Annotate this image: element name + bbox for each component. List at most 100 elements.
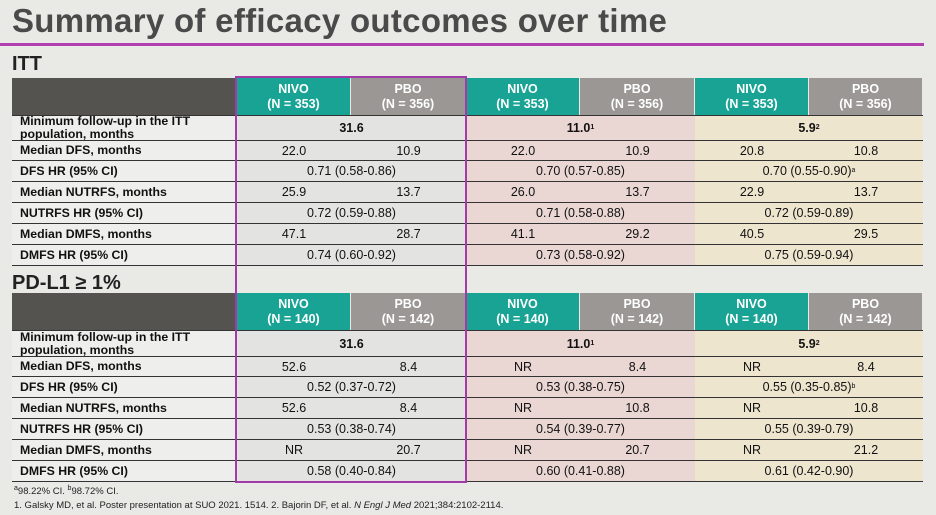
row-label: NUTRFS HR (95% CI) [12,203,237,223]
value-cell: NR [695,398,809,418]
value-cell: NR [466,398,580,418]
merged-value: 31.6 [339,121,364,135]
merged-value: 0.70 (0.57-0.85) [536,164,625,178]
merged-value-cell: 0.61 (0.42-0.90) [695,461,923,481]
row-divider [12,397,923,398]
value-cell: 29.5 [809,224,923,244]
row-label: DFS HR (95% CI) [12,161,237,181]
value-cell: 40.5 [695,224,809,244]
merged-value: 0.72 (0.59-0.89) [764,206,854,220]
merged-value-cell: 0.52 (0.37-0.72) [237,377,466,397]
merged-value-cell: 0.55 (0.35-0.85) b [695,377,923,397]
merged-value-cell: 0.74 (0.60-0.92) [237,245,466,265]
merged-value: 0.71 (0.58-0.88) [536,206,625,220]
header-pbo: PBO (N = 356) [351,78,466,115]
header-nivo: NIVO (N = 353) [466,78,580,115]
merged-value-cell: 0.72 (0.59-0.89) [695,203,923,223]
value-cell: 26.0 [466,182,580,202]
merged-value-cell: 0.71 (0.58-0.86) [237,161,466,181]
merged-value-cell: 0.54 (0.39-0.77) [466,419,695,439]
value-cell: 28.7 [351,224,466,244]
row-divider [12,460,923,461]
row-divider [12,181,923,182]
header-arm: PBO [623,81,651,96]
row-label: NUTRFS HR (95% CI) [12,419,237,439]
merged-value: 5.9 [798,121,816,135]
merged-value-cell: 11.0 1 [466,331,695,356]
title-divider [0,43,924,46]
value-cell: 20.8 [695,141,809,160]
header-n: (N = 142) [839,311,892,326]
row-label: DFS HR (95% CI) [12,377,237,397]
merged-value: 0.53 (0.38-0.75) [536,380,625,394]
header-n: (N = 353) [496,96,549,111]
header-n: (N = 356) [839,96,892,111]
header-arm: PBO [623,296,651,311]
row-divider [12,202,923,203]
merged-value-cell: 31.6 [237,116,466,140]
merged-value: 0.55 (0.35-0.85) [762,380,852,394]
value-cell: 21.2 [809,440,923,460]
section-title: ITT [12,53,42,75]
merged-value: 0.74 (0.60-0.92) [307,248,396,262]
value-cell: 10.9 [580,141,695,160]
value-cell: 52.6 [237,398,351,418]
header-n: (N = 142) [610,311,664,326]
row-label: Median DFS, months [12,141,237,160]
header-arm: PBO [851,81,880,96]
row-divider [12,439,923,440]
merged-value: 0.71 (0.58-0.86) [307,164,396,178]
table-bottom-border [12,481,923,482]
header-arm: PBO [851,296,880,311]
merged-value-cell: 0.70 (0.57-0.85) [466,161,695,181]
merged-value-cell: 0.55 (0.39-0.79) [695,419,923,439]
merged-value: 0.75 (0.59-0.94) [764,248,854,262]
header-n: (N = 140) [725,311,778,326]
header-n: (N = 353) [725,96,778,111]
value-cell: NR [695,357,809,376]
value-cell: 20.7 [351,440,466,460]
header-blank [12,293,237,330]
value-cell: NR [466,357,580,376]
merged-value-cell: 0.75 (0.59-0.94) [695,245,923,265]
merged-value: 11.0 [566,336,591,351]
row-label: Median DMFS, months [12,224,237,244]
value-cell: 25.9 [237,182,351,202]
merged-value-cell: 0.73 (0.58-0.92) [466,245,695,265]
merged-value: 0.70 (0.55-0.90) [762,164,852,178]
merged-value: 0.72 (0.59-0.88) [307,206,396,220]
row-divider [12,330,923,331]
merged-value: 0.55 (0.39-0.79) [764,422,854,436]
merged-value: 0.52 (0.37-0.72) [307,380,396,394]
value-cell: 22.0 [237,141,351,160]
value-cell: NR [237,440,351,460]
value-cell: 8.4 [351,398,466,418]
header-pbo: PBO (N = 356) [809,78,923,115]
row-divider [12,160,923,161]
page-title: Summary of efficacy outcomes over time [12,2,668,39]
row-label: Median DMFS, months [12,440,237,460]
header-pbo: PBO (N = 142) [580,293,695,330]
row-label: Median NUTRFS, months [12,398,237,418]
header-arm: NIVO [736,81,767,96]
row-divider [12,356,923,357]
footnote-ci: a98.22% CI. b98.72% CI. [14,484,119,497]
value-cell: 13.7 [580,182,695,202]
merged-value: 0.61 (0.42-0.90) [764,464,854,478]
row-divider [12,223,923,224]
section-title: PD-L1 ≥ 1% [12,272,121,294]
row-label: Minimum follow-up in the ITT population,… [12,330,237,356]
merged-value-cell: 0.72 (0.59-0.88) [237,203,466,223]
merged-value-cell: 0.70 (0.55-0.90) a [695,161,923,181]
value-cell: 8.4 [580,357,695,376]
value-cell: 13.7 [351,182,466,202]
value-cell: 8.4 [809,357,923,376]
merged-value: 11.0 [566,121,591,135]
value-cell: 29.2 [580,224,695,244]
value-cell: 52.6 [237,357,351,376]
value-cell: 22.9 [695,182,809,202]
row-divider [12,140,923,141]
merged-value: 31.6 [339,336,364,351]
row-label: DMFS HR (95% CI) [12,461,237,481]
value-cell: NR [466,440,580,460]
